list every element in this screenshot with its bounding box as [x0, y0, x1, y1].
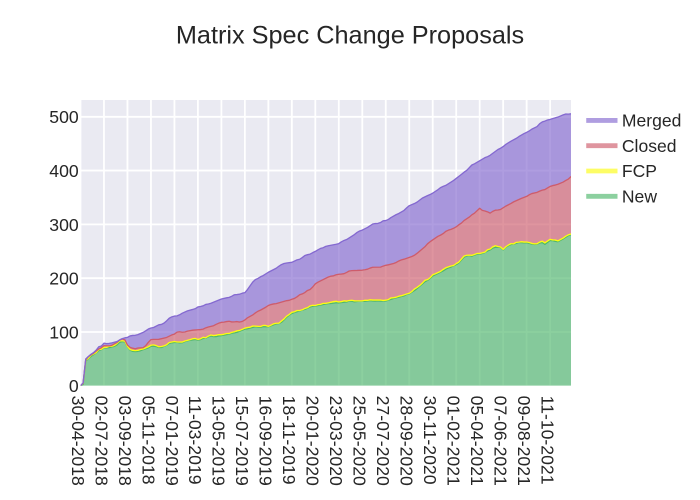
svg-text:30-11-2020: 30-11-2020: [420, 396, 440, 485]
svg-text:Matrix Spec Change Proposals: Matrix Spec Change Proposals: [176, 21, 524, 49]
svg-text:400: 400: [49, 161, 79, 181]
svg-text:18-11-2019: 18-11-2019: [279, 396, 299, 485]
svg-text:500: 500: [49, 107, 79, 127]
svg-text:11-03-2019: 11-03-2019: [185, 396, 205, 485]
svg-text:07-06-2021: 07-06-2021: [491, 396, 511, 486]
svg-text:01-02-2021: 01-02-2021: [444, 396, 464, 486]
svg-text:28-09-2020: 28-09-2020: [397, 396, 417, 486]
svg-text:02-07-2018: 02-07-2018: [91, 396, 111, 486]
svg-text:27-07-2020: 27-07-2020: [373, 396, 393, 486]
svg-text:05-04-2021: 05-04-2021: [467, 396, 487, 486]
svg-text:FCP: FCP: [622, 161, 657, 181]
svg-text:23-03-2020: 23-03-2020: [326, 396, 346, 486]
svg-text:100: 100: [49, 322, 79, 342]
svg-text:0: 0: [69, 376, 79, 396]
svg-text:05-11-2018: 05-11-2018: [138, 396, 158, 485]
svg-text:03-09-2018: 03-09-2018: [115, 396, 135, 486]
svg-text:13-05-2019: 13-05-2019: [209, 396, 229, 486]
svg-text:Merged: Merged: [622, 111, 682, 131]
svg-text:300: 300: [49, 215, 79, 235]
svg-text:15-07-2019: 15-07-2019: [232, 396, 252, 486]
svg-text:25-05-2020: 25-05-2020: [350, 396, 370, 486]
svg-text:16-09-2019: 16-09-2019: [256, 396, 276, 486]
svg-text:30-04-2018: 30-04-2018: [68, 396, 88, 486]
svg-text:New: New: [622, 186, 657, 206]
svg-text:11-10-2021: 11-10-2021: [537, 396, 557, 485]
svg-text:09-08-2021: 09-08-2021: [514, 396, 534, 486]
svg-text:Closed: Closed: [622, 136, 677, 156]
svg-text:200: 200: [49, 269, 79, 289]
svg-text:07-01-2019: 07-01-2019: [162, 396, 182, 486]
svg-text:20-01-2020: 20-01-2020: [303, 396, 323, 486]
